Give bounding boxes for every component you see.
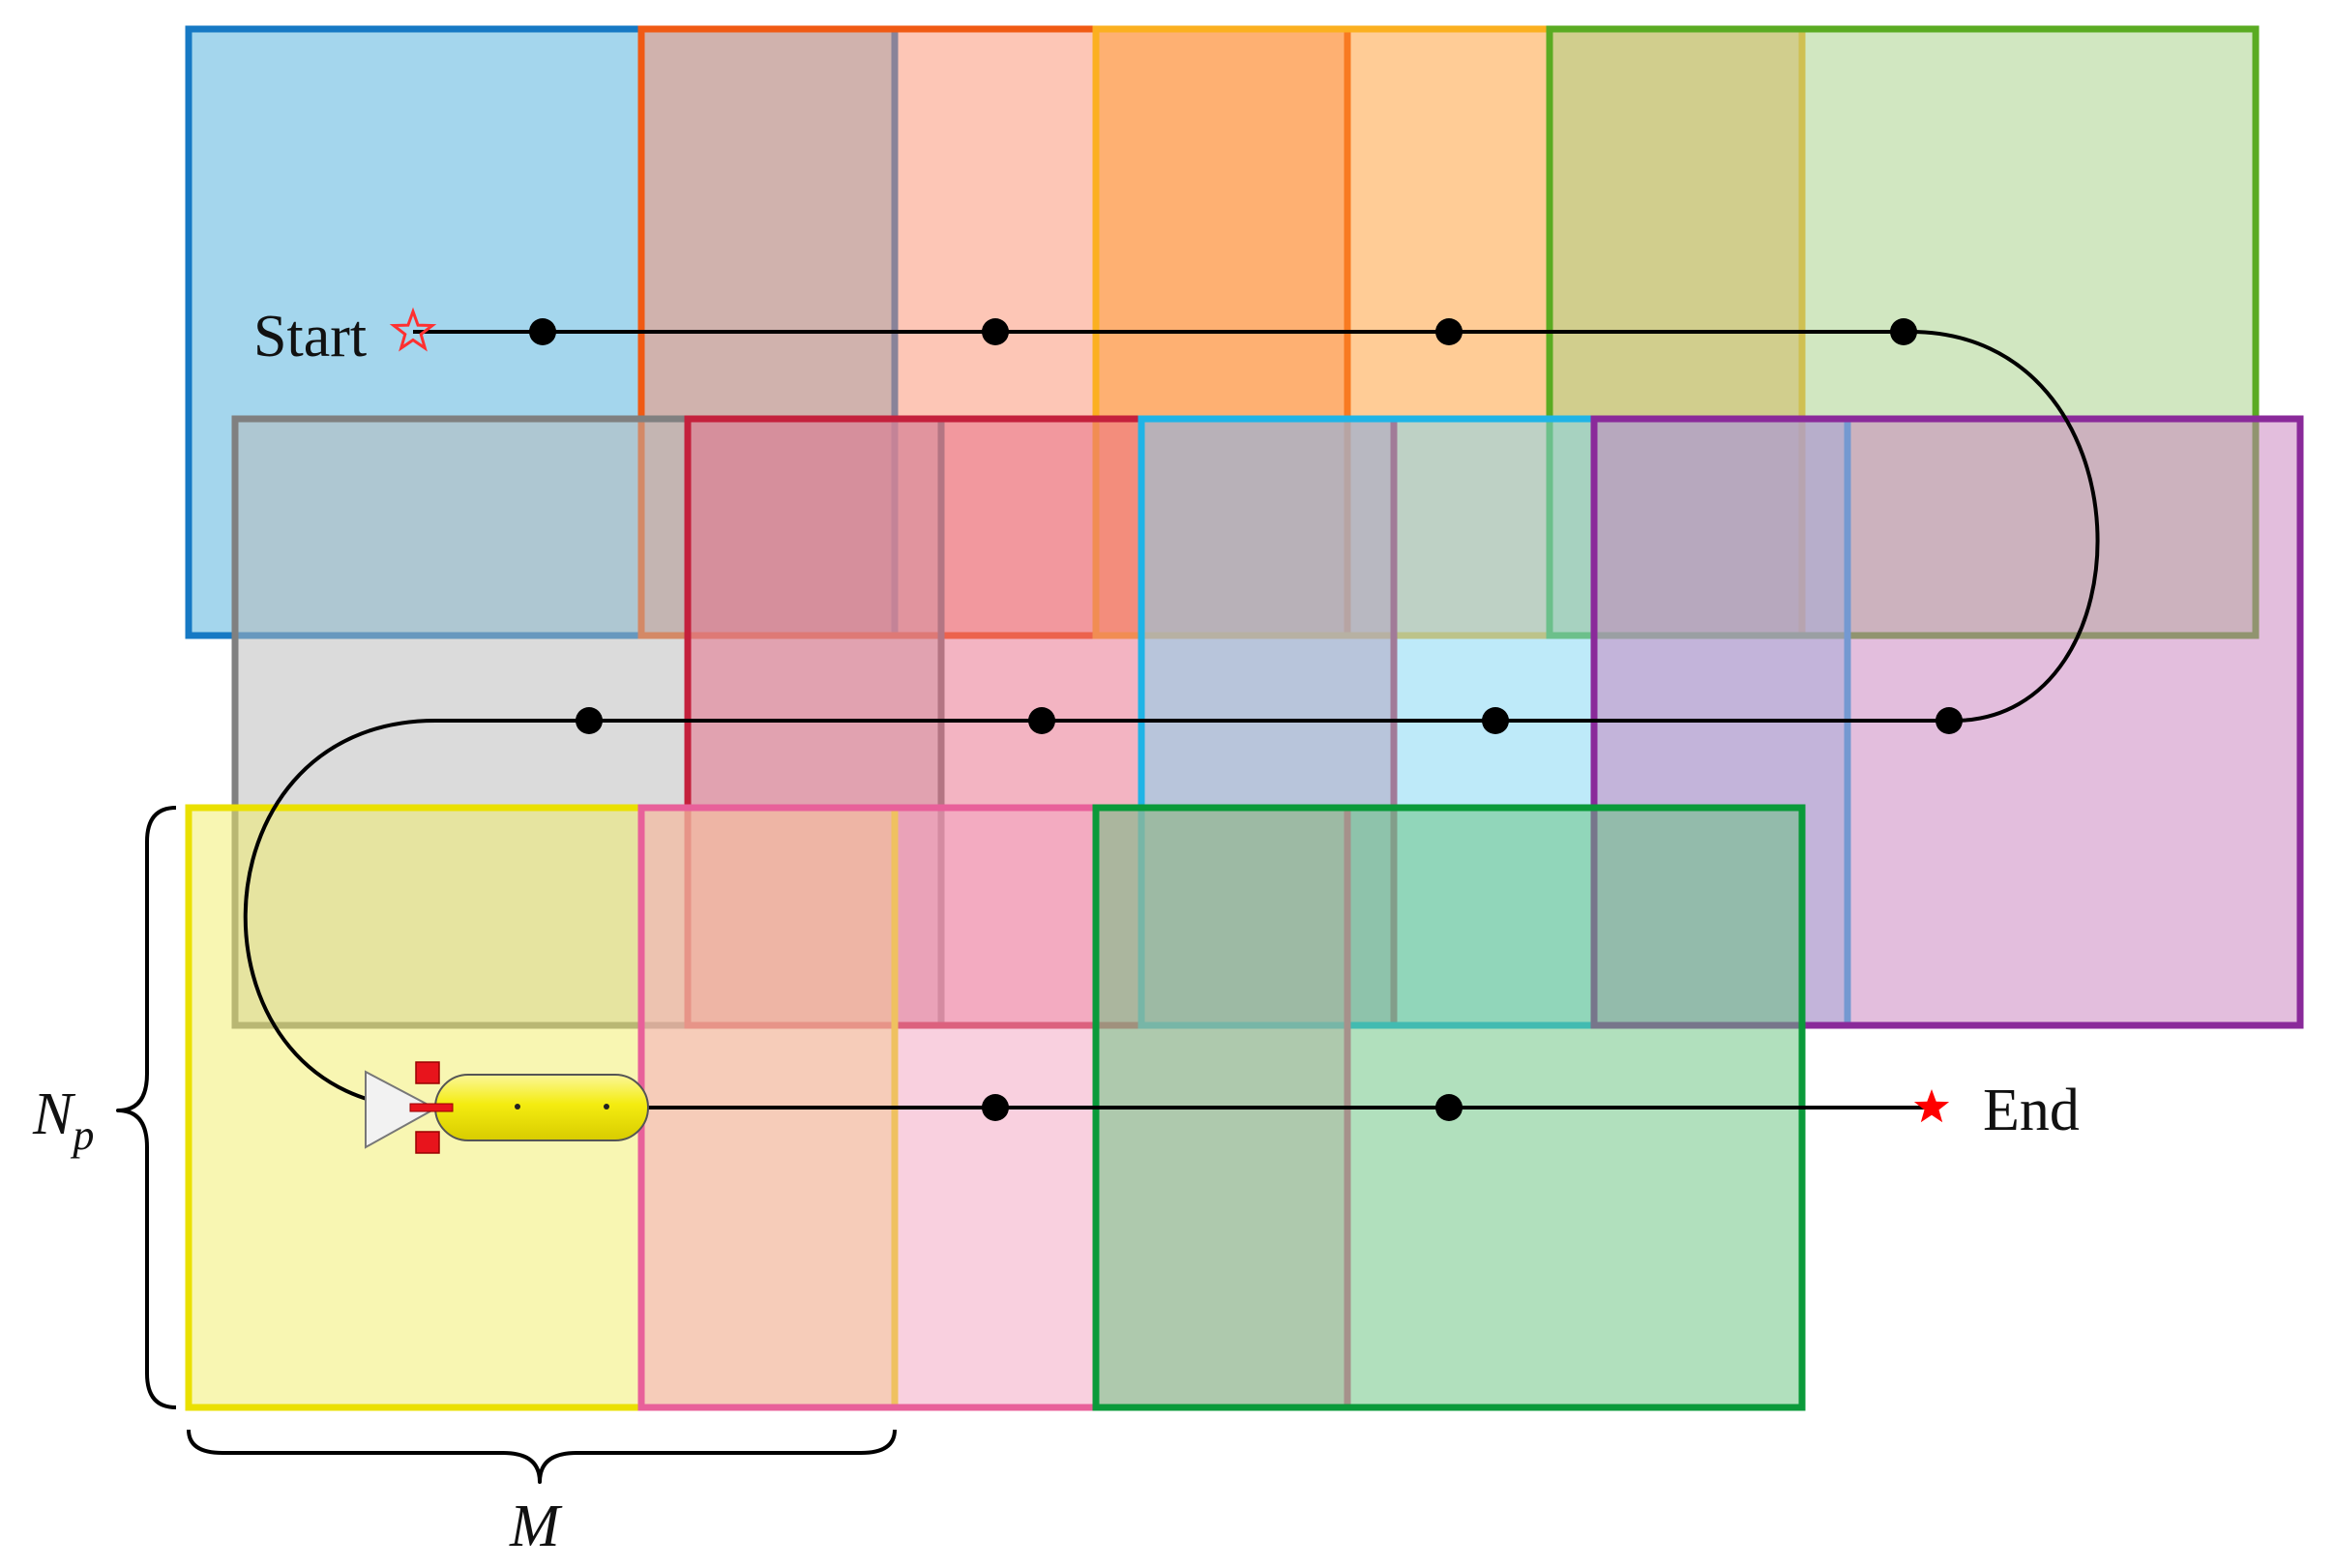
m-label: M: [509, 1494, 563, 1559]
waypoint-dot: [1435, 1094, 1463, 1121]
waypoint-dot: [1936, 707, 1963, 734]
waypoint-dot: [576, 707, 603, 734]
waypoint-dot: [982, 1094, 1009, 1121]
waypoint-dot: [1482, 707, 1509, 734]
m-brace: [187, 1429, 897, 1484]
solid-star-icon: [1913, 1089, 1950, 1123]
end-text: End: [1983, 1078, 2080, 1143]
waypoint-dot: [1435, 318, 1463, 345]
np-brace: [116, 806, 177, 1409]
waypoint-dot: [1028, 707, 1055, 734]
auv-torpedo-icon: [365, 1061, 649, 1154]
hollow-star-icon: [389, 307, 437, 352]
np-label: Np: [32, 1081, 94, 1159]
start-label: Start: [253, 304, 367, 370]
waypoint-dot: [1890, 318, 1917, 345]
waypoint-dot: [982, 318, 1009, 345]
vehicle-track: [243, 330, 2100, 1109]
waypoint-dot: [529, 318, 556, 345]
start-text: Start: [253, 304, 367, 370]
waypoints: [529, 318, 1963, 1121]
